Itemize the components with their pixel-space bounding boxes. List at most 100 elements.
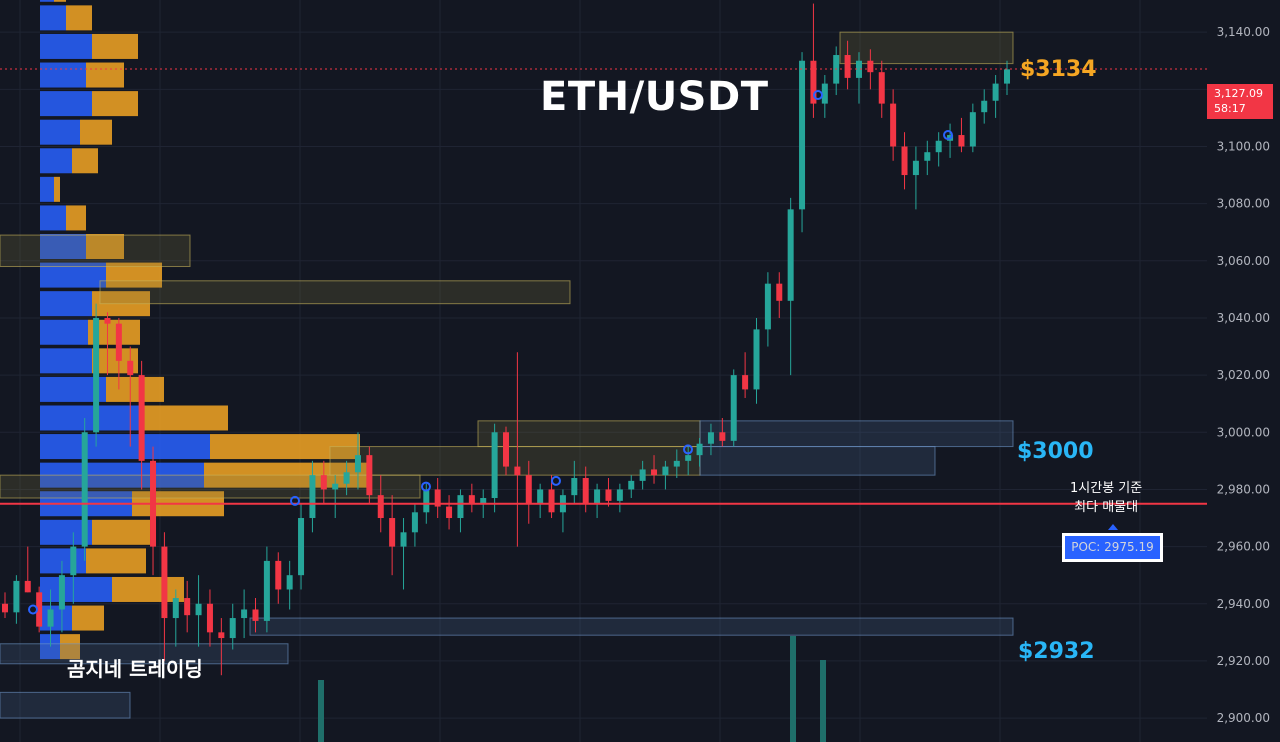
candle-body (377, 495, 384, 519)
brand-watermark: 곰지네 트레이딩 (67, 657, 203, 681)
candle-body (912, 160, 919, 176)
volume-profile-sell-bar (66, 205, 86, 231)
volume-profile-sell-bar (144, 405, 228, 431)
candle-body (901, 146, 908, 176)
candle-body (787, 209, 794, 301)
zone-box-demand (249, 617, 1014, 636)
candle-body (81, 432, 88, 547)
volume-profile-sell-bar (92, 91, 138, 117)
volume-profile-buy-bar (40, 291, 92, 317)
volume-bar (820, 660, 826, 742)
zone-box-demand (0, 691, 131, 719)
candle-body (776, 283, 783, 301)
signal-marker (813, 90, 823, 101)
candle-body (1004, 69, 1010, 84)
candle-body (286, 575, 293, 590)
volume-profile-buy-bar (40, 434, 210, 460)
zone-box-demand (0, 643, 289, 665)
volume-bar (318, 680, 324, 742)
volume-profile-sell-bar (92, 33, 138, 59)
poc-pointer (1108, 524, 1118, 530)
candle-body (13, 580, 20, 613)
candle-body (958, 135, 965, 147)
candle-body (764, 283, 771, 330)
volume-profile-sell-bar (54, 176, 60, 202)
candle-body (400, 532, 407, 547)
resistance-level-label: $3134 (1020, 57, 1097, 82)
candle-body (571, 478, 578, 496)
volume-profile-sell-bar (80, 119, 112, 145)
y-tick-label: 3,060.00 (1217, 254, 1270, 268)
volume-profile-sell-bar (60, 634, 80, 660)
signal-marker (290, 495, 300, 506)
candle-body (821, 83, 828, 104)
level-3000-label: $3000 (1017, 439, 1094, 464)
volume-profile-sell-bar (54, 0, 66, 2)
y-tick-label: 3,080.00 (1217, 197, 1270, 211)
y-tick-label: 3,100.00 (1217, 139, 1270, 153)
candle-body (115, 323, 122, 361)
volume-profile-buy-bar (40, 348, 92, 374)
candle-body (468, 495, 475, 504)
candle-body (58, 575, 65, 610)
candle-body (457, 495, 464, 519)
candle-body (229, 618, 236, 639)
poc-note-line1: 1시간봉 기준 (1070, 481, 1143, 496)
candle-body (992, 83, 999, 101)
support-level-label: $2932 (1018, 639, 1095, 664)
volume-profile-sell-bar (66, 5, 92, 31)
candle-body (605, 489, 612, 501)
volume-profile-buy-bar (40, 205, 66, 231)
volume-profile-sell-bar (92, 519, 150, 545)
volume-profile-buy-bar (40, 5, 66, 31)
candle-body (799, 60, 806, 210)
poc-note: 1시간봉 기준 최다 매물대 (1070, 479, 1142, 517)
candle-body (343, 472, 350, 484)
candle-body (275, 560, 282, 590)
candle-body (503, 432, 509, 467)
candle-body (514, 466, 521, 476)
candle-body (184, 598, 191, 616)
candle-body (707, 432, 714, 444)
volume-bar (790, 636, 796, 742)
candle-body (423, 489, 430, 513)
current-price: 3,127.09 (1214, 87, 1263, 100)
candle-body (981, 100, 988, 113)
volume-profile-buy-bar (40, 605, 72, 631)
zone-box-demand (699, 420, 1014, 448)
volume-profile-buy-bar (40, 576, 112, 602)
candle-body (696, 443, 703, 456)
volume-profile-sell-bar (86, 62, 124, 88)
candle-body (844, 55, 851, 78)
candle-body (867, 60, 874, 73)
candle-body (855, 60, 862, 78)
candle-body (924, 152, 931, 161)
volume-profile-buy-bar (40, 0, 54, 2)
y-tick-label: 3,000.00 (1217, 425, 1270, 439)
candle-body (594, 489, 601, 504)
zone-box-supply (839, 31, 1014, 65)
y-tick-label: 2,900.00 (1217, 711, 1270, 725)
candle-body (195, 603, 202, 616)
candle-body (332, 483, 339, 490)
zone-box-supply (99, 280, 571, 305)
candle-body (24, 580, 31, 593)
candle-body (309, 475, 316, 519)
candle-body (537, 489, 544, 504)
y-tick-label: 3,020.00 (1217, 368, 1270, 382)
candle-countdown: 58:17 (1214, 102, 1246, 115)
volume-profile-sell-bar (86, 234, 124, 260)
volume-profile-sell-bar (112, 576, 184, 602)
candle-body (366, 455, 373, 496)
volume-profile-sell-bar (106, 376, 164, 402)
volume-profile-buy-bar (40, 176, 54, 202)
volume-profile-buy-bar (40, 548, 86, 574)
candle-body (36, 592, 43, 627)
candle-body (878, 72, 885, 104)
poc-note-line2: 최다 매물대 (1074, 500, 1139, 515)
zone-box-demand (699, 446, 936, 476)
volume-profile-buy-bar (40, 62, 86, 88)
volume-profile-buy-bar (40, 91, 92, 117)
y-tick-label: 3,140.00 (1217, 25, 1270, 39)
